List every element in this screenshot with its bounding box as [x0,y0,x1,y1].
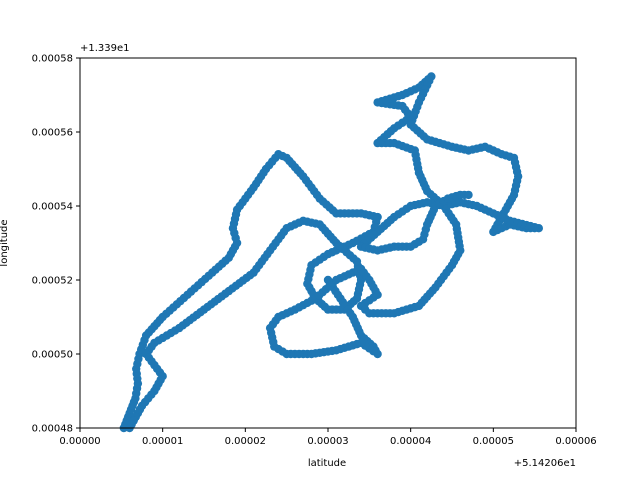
x-tick-label: 0.00006 [555,436,596,447]
x-tick-label: 0.00002 [225,436,266,447]
y-tick-label: 0.00058 [32,54,73,65]
x-tick-label: 0.00000 [59,436,100,447]
y-tick-label: 0.00048 [32,424,73,435]
y-tick-label: 0.00052 [32,276,73,287]
x-tick-label: 0.00003 [307,436,348,447]
x-tick-label: 0.00005 [473,436,514,447]
x-axis-ticks: 0.00000 0.00001 0.00002 0.00003 0.00004 0.000… [59,428,597,447]
data-point [464,190,473,200]
x-tick-label: 0.00004 [390,436,431,447]
y-axis-label: longitude [0,219,10,266]
data-points [119,72,543,433]
y-axis-offset: +1.339e1 [80,43,130,54]
y-tick-label: 0.00056 [32,128,73,139]
y-tick-label: 0.00050 [32,350,73,361]
x-axis-label: latitude [308,458,346,469]
x-axis-offset: +5.14206e1 [514,458,576,469]
y-axis-ticks: 0.00048 0.00050 0.00052 0.00054 0.00056 0.000… [32,54,80,435]
y-tick-label: 0.00054 [32,202,73,213]
x-tick-label: 0.00001 [142,436,183,447]
plot-frame [79,57,577,429]
